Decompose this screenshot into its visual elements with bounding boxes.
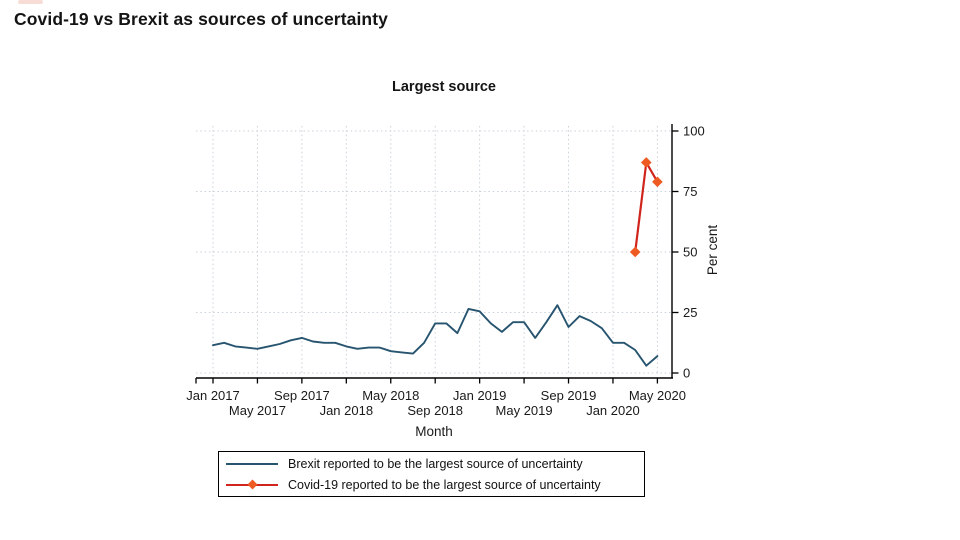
- chart-legend: Brexit reported to be the largest source…: [218, 451, 645, 497]
- svg-text:0: 0: [683, 366, 690, 381]
- svg-text:Sep 2018: Sep 2018: [407, 403, 463, 418]
- svg-text:Jan 2017: Jan 2017: [186, 388, 240, 403]
- svg-text:100: 100: [683, 124, 705, 139]
- svg-text:Jan 2020: Jan 2020: [586, 403, 640, 418]
- chart-title: Largest source: [392, 79, 496, 95]
- svg-text:Per cent: Per cent: [705, 225, 720, 276]
- svg-text:50: 50: [683, 245, 697, 260]
- svg-text:75: 75: [683, 184, 697, 199]
- svg-text:Jan 2019: Jan 2019: [453, 388, 507, 403]
- brexit-line-swatch: [226, 458, 278, 470]
- uncertainty-line-chart: Jan 2017 May 2017 Sep 2017 Jan 2018 May 2018…: [150, 105, 770, 445]
- svg-text:Jan 2018: Jan 2018: [320, 403, 374, 418]
- page-title: Covid-19 vs Brexit as sources of uncerta…: [14, 9, 388, 29]
- red-corner-mark: [18, 0, 43, 4]
- covid-line-swatch: [226, 479, 278, 491]
- svg-text:May 2020: May 2020: [629, 388, 686, 403]
- svg-text:Sep 2019: Sep 2019: [541, 388, 597, 403]
- legend-label-brexit: Brexit reported to be the largest source…: [288, 456, 583, 471]
- legend-entry-brexit: Brexit reported to be the largest source…: [219, 454, 644, 473]
- brexit-line-sample: [226, 462, 278, 465]
- covid-diamond-marker: [247, 479, 258, 490]
- svg-text:25: 25: [683, 305, 697, 320]
- legend-label-covid: Covid-19 reported to be the largest sour…: [288, 477, 601, 492]
- svg-text:Sep 2017: Sep 2017: [274, 388, 330, 403]
- svg-text:May 2019: May 2019: [496, 403, 553, 418]
- legend-entry-covid: Covid-19 reported to be the largest sour…: [219, 475, 644, 494]
- svg-text:May 2017: May 2017: [229, 403, 286, 418]
- svg-text:Month: Month: [415, 424, 453, 439]
- svg-text:May 2018: May 2018: [362, 388, 419, 403]
